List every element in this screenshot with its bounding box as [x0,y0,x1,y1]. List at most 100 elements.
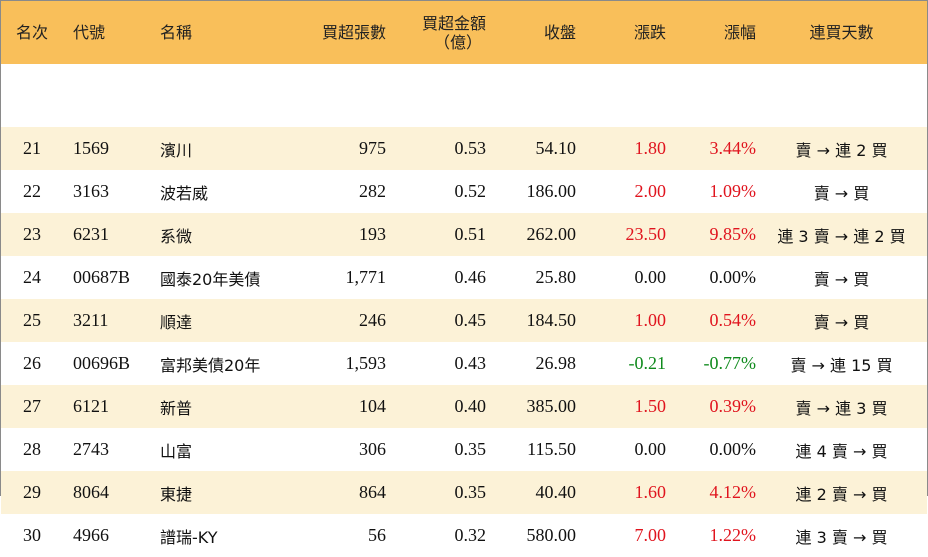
cell-close: 262.00 [526,224,577,244]
cell-change: 7.00 [634,525,667,545]
cell-code: 00696B [73,353,131,373]
table-row: 24 00687B 國泰20年美債 1,771 0.46 25.80 0.00 … [1,256,927,299]
cell-net-buy-lots: 975 [359,138,386,158]
cell-change: 0.00 [634,267,667,287]
cell-close: 26.98 [535,353,577,373]
cell-code: 8064 [73,482,109,502]
cell-change-pct: 9.85% [709,224,757,244]
cell-streak: 賣 → 買 [813,183,870,203]
cell-streak: 賣 → 買 [813,312,870,332]
cell-change: -0.21 [628,353,667,373]
header-net-buy-lots: 買超張數 [321,23,386,42]
cell-name: 波若威 [160,183,209,203]
cell-net-buy-amount: 0.32 [454,525,487,545]
cell-rank: 21 [23,138,41,158]
cell-net-buy-amount: 0.52 [454,181,487,201]
cell-rank: 28 [23,439,41,459]
cell-rank: 22 [23,181,41,201]
cell-net-buy-amount: 0.35 [454,482,487,502]
cell-streak: 連 2 賣 → 買 [795,484,888,504]
cell-net-buy-amount: 0.43 [454,353,487,373]
cell-net-buy-amount: 0.46 [454,267,487,287]
cell-change: 1.50 [634,396,667,416]
cell-change: 1.80 [634,138,667,158]
header-net-buy-amount: 買超金額 （億） [386,1,486,64]
cell-code: 1569 [73,138,109,158]
cell-code: 3211 [73,310,109,330]
cell-net-buy-amount: 0.53 [454,138,487,158]
table-header: 名次 代號 名稱 買超張數 買超金額 （億） 收盤 漲跌 漲幅 連買天數 [1,1,927,127]
cell-net-buy-amount: 0.51 [454,224,487,244]
cell-net-buy-lots: 1,771 [345,267,387,287]
cell-streak: 賣 → 連 15 買 [790,355,893,375]
cell-name: 濱川 [160,140,193,160]
cell-close: 115.50 [527,439,576,459]
cell-change-pct: 0.54% [709,310,757,330]
header-change-pct: 漲幅 [723,23,756,42]
cell-net-buy-lots: 246 [359,310,386,330]
cell-code: 4966 [73,525,109,545]
cell-code: 6121 [73,396,109,416]
cell-streak: 連 3 賣 → 連 2 買 [777,226,906,246]
cell-change-pct: 0.00% [709,267,757,287]
cell-streak: 賣 → 買 [813,269,870,289]
header-close: 收盤 [543,23,576,42]
table-row: 23 6231 系微 193 0.51 262.00 23.50 9.85% 連… [1,213,927,256]
cell-name: 系微 [160,226,193,246]
cell-name: 富邦美債20年 [160,355,261,375]
table-row: 27 6121 新普 104 0.40 385.00 1.50 0.39% 賣 … [1,385,927,428]
table-body: 21 1569 濱川 975 0.53 54.10 1.80 3.44% 賣 →… [1,127,927,557]
cell-net-buy-amount: 0.45 [454,310,487,330]
cell-change-pct: 0.00% [709,439,757,459]
cell-close: 580.00 [526,525,577,545]
table-row: 30 4966 譜瑞-KY 56 0.32 580.00 7.00 1.22% … [1,514,927,557]
cell-streak: 賣 → 連 2 買 [795,140,888,160]
cell-close: 186.00 [526,181,577,201]
cell-code: 3163 [73,181,109,201]
cell-close: 40.40 [535,482,577,502]
table-row: 22 3163 波若威 282 0.52 186.00 2.00 1.09% 賣… [1,170,927,213]
table-row: 29 8064 東捷 864 0.35 40.40 1.60 4.12% 連 2… [1,471,927,514]
table-row: 21 1569 濱川 975 0.53 54.10 1.80 3.44% 賣 →… [1,127,927,170]
cell-change-pct: 1.22% [709,525,757,545]
cell-change-pct: 0.39% [709,396,757,416]
cell-close: 385.00 [526,396,577,416]
cell-name: 新普 [160,398,193,418]
cell-change-pct: 4.12% [709,482,757,502]
cell-close: 25.80 [535,267,577,287]
header-rank: 名次 [15,23,48,42]
cell-rank: 25 [23,310,41,330]
cell-net-buy-lots: 104 [359,396,386,416]
cell-code: 00687B [73,267,131,287]
cell-net-buy-lots: 1,593 [345,353,387,373]
header-name: 名稱 [160,23,193,42]
cell-change-pct: -0.77% [703,353,757,373]
cell-rank: 26 [23,353,41,373]
table-row: 26 00696B 富邦美債20年 1,593 0.43 26.98 -0.21… [1,342,927,385]
cell-net-buy-lots: 282 [359,181,386,201]
header-separator-cell [1,64,927,127]
cell-name: 譜瑞-KY [160,527,218,547]
cell-change-pct: 1.09% [709,181,757,201]
cell-code: 2743 [73,439,109,459]
cell-net-buy-lots: 193 [359,224,386,244]
cell-change: 1.60 [634,482,667,502]
cell-close: 54.10 [535,138,577,158]
cell-rank: 29 [23,482,41,502]
cell-net-buy-lots: 306 [359,439,386,459]
cell-change-pct: 3.44% [709,138,757,158]
cell-close: 184.50 [526,310,577,330]
cell-name: 國泰20年美債 [160,269,261,289]
table-row: 28 2743 山富 306 0.35 115.50 0.00 0.00% 連 … [1,428,927,471]
cell-net-buy-amount: 0.35 [454,439,487,459]
cell-change: 23.50 [625,224,667,244]
cell-rank: 27 [23,396,41,416]
cell-code: 6231 [73,224,109,244]
header-net-buy-amount-line2: （億） [433,32,482,52]
header-net-buy-amount-line1: 買超金額 [421,13,486,33]
table-row: 25 3211 順達 246 0.45 184.50 1.00 0.54% 賣 … [1,299,927,342]
cell-streak: 連 3 賣 → 買 [795,527,888,547]
cell-rank: 30 [23,525,41,545]
